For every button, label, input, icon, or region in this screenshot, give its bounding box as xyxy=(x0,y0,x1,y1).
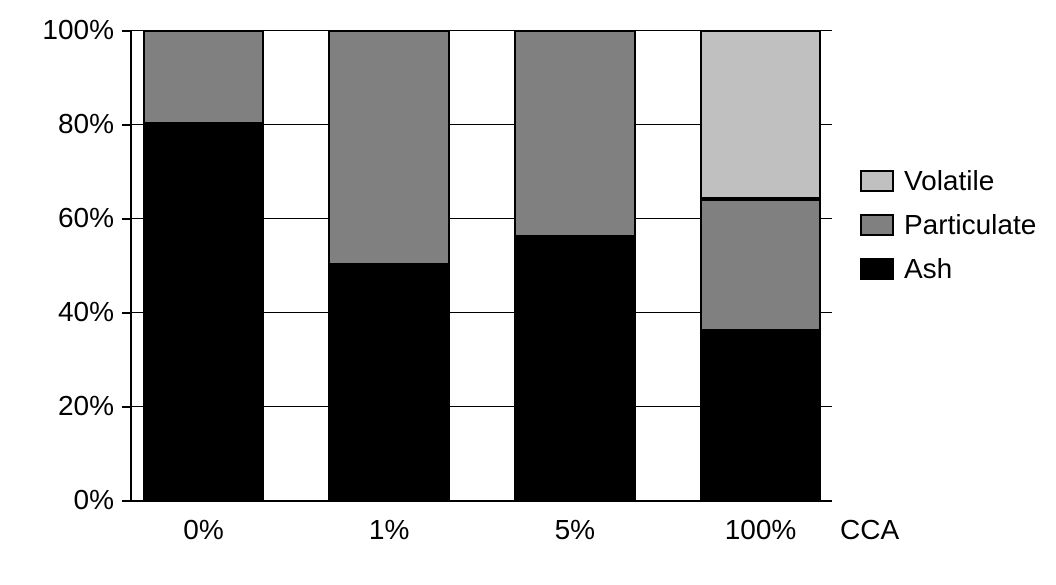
y-tick xyxy=(122,30,132,32)
y-tick-label: 80% xyxy=(58,108,114,140)
bar-segment-ash xyxy=(328,265,450,500)
legend-item: Ash xyxy=(860,253,1036,285)
y-tick-label: 20% xyxy=(58,390,114,422)
y-tick xyxy=(122,406,132,408)
bar-group xyxy=(328,30,450,500)
x-tick-label: 0% xyxy=(183,514,223,546)
y-tick xyxy=(122,218,132,220)
y-tick-label: 100% xyxy=(42,14,114,46)
plot-area: 0%20%40%60%80%100%0%1%5%100%CCA xyxy=(130,30,832,502)
chart-canvas: 0%20%40%60%80%100%0%1%5%100%CCA Volatile… xyxy=(0,0,1056,585)
bar-segment-ash xyxy=(143,124,265,500)
y-tick-label: 60% xyxy=(58,202,114,234)
legend-swatch xyxy=(860,214,894,236)
legend: Volatile Particulate Ash xyxy=(860,165,1036,297)
legend-swatch xyxy=(860,170,894,192)
y-tick-label: 0% xyxy=(74,484,114,516)
x-tick-label: 1% xyxy=(369,514,409,546)
bar-group xyxy=(700,30,822,500)
x-tick-label: 100% xyxy=(725,514,797,546)
y-tick xyxy=(122,500,132,502)
bar-segment-volatile xyxy=(700,30,822,199)
legend-label: Volatile xyxy=(904,165,994,197)
legend-item: Particulate xyxy=(860,209,1036,241)
bar-segment-ash xyxy=(514,237,636,500)
legend-label: Particulate xyxy=(904,209,1036,241)
bar-segment-particulate xyxy=(328,30,450,265)
x-axis-title: CCA xyxy=(840,514,899,546)
legend-label: Ash xyxy=(904,253,952,285)
bar-segment-particulate xyxy=(700,199,822,331)
bar-segment-particulate xyxy=(143,30,265,124)
legend-swatch xyxy=(860,258,894,280)
bar-segment-particulate xyxy=(514,30,636,237)
y-tick xyxy=(122,312,132,314)
bar-group xyxy=(514,30,636,500)
bar-group xyxy=(143,30,265,500)
y-tick-label: 40% xyxy=(58,296,114,328)
x-tick-label: 5% xyxy=(555,514,595,546)
legend-item: Volatile xyxy=(860,165,1036,197)
bar-segment-ash xyxy=(700,331,822,500)
y-tick xyxy=(122,124,132,126)
